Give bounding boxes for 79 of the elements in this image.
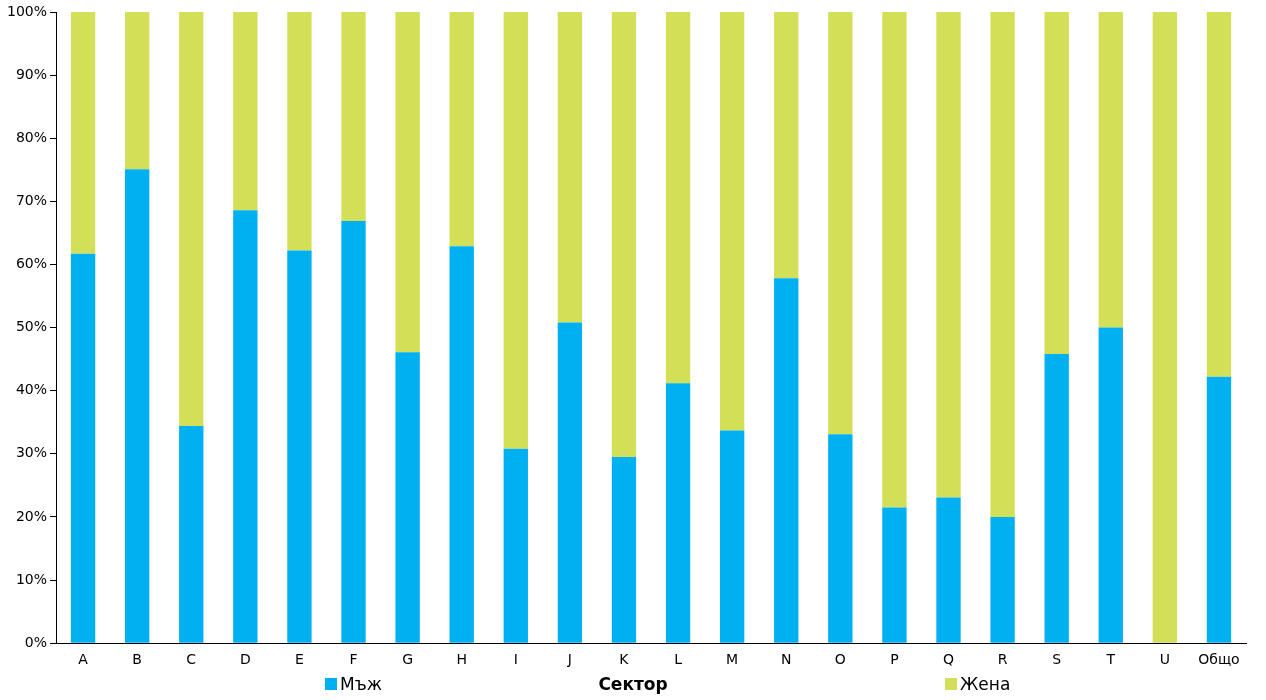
x-tick-label: B [132, 651, 142, 668]
bar [233, 210, 258, 643]
bar [1098, 327, 1123, 643]
x-tick-label: G [402, 651, 414, 668]
y-tick-label: 80% [15, 128, 48, 145]
bar [936, 12, 961, 498]
x-tick-label: K [619, 651, 630, 668]
bar [828, 434, 853, 643]
bar [70, 12, 96, 254]
x-tick-label: S [1052, 651, 1062, 668]
bar [1152, 12, 1178, 643]
bar [719, 12, 745, 431]
bar [124, 169, 150, 643]
bar [1044, 354, 1069, 643]
bar [990, 12, 1015, 517]
x-tick-label: L [674, 651, 683, 668]
x-tick-label: T [1105, 651, 1116, 668]
x-tick-label: F [349, 651, 358, 668]
bar [557, 322, 583, 643]
bar [774, 278, 799, 643]
x-tick-label: E [295, 651, 304, 668]
x-tick-label: I [513, 651, 518, 668]
x-tick-label: O [834, 651, 846, 668]
bar [179, 426, 204, 643]
x-tick-label: H [456, 651, 467, 668]
bar [449, 12, 474, 247]
y-tick-label: 30% [15, 444, 48, 461]
bar [395, 352, 420, 643]
bar [287, 250, 312, 643]
bar [341, 12, 366, 221]
x-tick-label: C [186, 651, 197, 668]
bar [341, 220, 366, 643]
y-tick-label: 90% [15, 65, 48, 82]
bar [774, 12, 799, 279]
bar [503, 448, 528, 643]
y-tick-label: 40% [15, 381, 48, 398]
bar [719, 430, 745, 643]
y-tick-label: 10% [15, 570, 48, 587]
bar [1206, 12, 1232, 377]
bar [395, 12, 420, 353]
x-axis-title: Сектор [598, 674, 668, 694]
bar [1098, 12, 1123, 328]
bar [179, 12, 204, 427]
bar [70, 253, 96, 643]
bar [665, 12, 691, 384]
legend-label: Мъж [340, 674, 382, 694]
bar [1206, 376, 1232, 643]
x-tick-label: J [566, 651, 572, 668]
x-tick-label: M [726, 651, 739, 668]
bar [287, 12, 312, 251]
bar [233, 12, 258, 211]
bar [611, 12, 637, 457]
x-tick-label: Общо [1198, 651, 1240, 668]
bar [828, 12, 853, 435]
x-tick-label: N [780, 651, 792, 668]
x-tick-label: D [239, 651, 251, 668]
bar [990, 516, 1015, 643]
y-tick-label: 60% [15, 255, 48, 272]
bar [936, 497, 961, 643]
bar [1044, 12, 1069, 355]
bar [124, 12, 150, 170]
y-tick-label: 100% [6, 2, 48, 19]
x-tick-label: A [78, 651, 89, 668]
y-tick-label: 70% [15, 192, 48, 208]
bar [882, 507, 907, 643]
y-tick-label: 50% [15, 318, 48, 335]
y-tick-label: 20% [15, 507, 48, 524]
bar [882, 12, 907, 508]
bar [557, 12, 583, 323]
y-tick-label: 0% [24, 633, 48, 650]
legend-label: Жена [960, 674, 1011, 694]
bar [665, 383, 691, 643]
x-tick-label: P [890, 651, 899, 668]
bar [611, 457, 637, 643]
bar [503, 12, 528, 449]
x-tick-label: Q [942, 651, 955, 668]
x-tick-label: U [1159, 651, 1170, 668]
bar [449, 246, 474, 643]
x-tick-label: R [997, 651, 1008, 668]
